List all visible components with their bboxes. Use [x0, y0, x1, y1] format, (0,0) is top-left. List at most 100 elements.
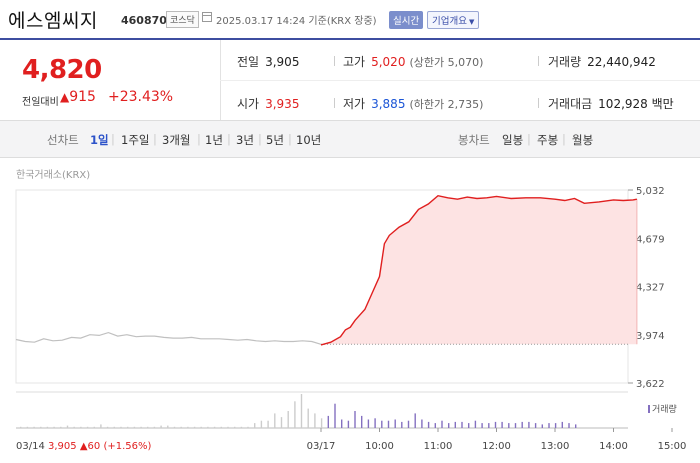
tab-1w[interactable]: 1주일: [121, 133, 150, 147]
y-tick-label: 5,032: [636, 186, 665, 197]
volume-bar: [147, 426, 149, 428]
volume-bar: [66, 425, 69, 428]
company-info-label: 기업개요: [432, 16, 467, 27]
divider: [538, 98, 539, 108]
volume-bar: [287, 411, 289, 428]
volume-bar: [427, 421, 430, 428]
volume-bar: [193, 426, 196, 428]
volume-bar: [414, 413, 416, 428]
divider: |: [111, 132, 115, 146]
volume-bar: [113, 426, 115, 428]
lower-limit: (하한가 2,735): [409, 98, 484, 111]
volume-bar: [93, 426, 95, 428]
volume-bar: [561, 421, 563, 428]
volume-bar: [100, 424, 102, 428]
realtime-button[interactable]: 실시간: [389, 11, 424, 29]
volume-bar: [334, 403, 336, 428]
volume-bar: [227, 426, 229, 428]
price-series-line: [320, 194, 638, 346]
volume-bar: [167, 425, 169, 428]
tab-1y[interactable]: 1년: [205, 133, 223, 147]
tab-monthly[interactable]: 월봉: [572, 133, 594, 147]
row-divider: [220, 80, 700, 81]
volume-bar: [160, 425, 162, 428]
change-value: 915: [69, 89, 96, 105]
prev-day-pct: (+1.56%): [103, 441, 152, 452]
tab-1d[interactable]: 1일: [90, 133, 109, 147]
stat-value: 22,440,942: [587, 55, 656, 69]
price-change: ▲915: [60, 89, 96, 105]
volume-bar: [514, 423, 517, 428]
volume-bar: [361, 415, 363, 428]
tab-weekly[interactable]: 주봉: [537, 133, 559, 147]
volume-bar: [187, 426, 189, 428]
tab-10y[interactable]: 10년: [296, 133, 322, 147]
volume-bar: [133, 426, 136, 428]
change-percent: +23.43%: [108, 89, 174, 105]
x-tick-label: 15:00: [658, 441, 687, 452]
stat-amount: 거래대금 102,928 백만: [548, 95, 674, 112]
volume-bar: [73, 426, 75, 428]
current-price: 4,820: [22, 55, 102, 85]
volume-bar: [407, 420, 410, 428]
volume-bar: [254, 423, 256, 428]
tab-5y[interactable]: 5년: [266, 133, 284, 147]
quote-summary: 4,820 전일대비 ▲915 +23.43% 전일 3,905 고가 5,020(…: [0, 40, 700, 121]
volume-bar: [320, 418, 323, 428]
stat-prev-close: 전일 3,905: [237, 53, 299, 70]
timestamp: 2025.03.17 14:24 기준(KRX 장중): [216, 16, 377, 27]
volume-bar: [468, 423, 470, 428]
stock-name: 에스엠씨지: [8, 10, 98, 32]
divider: [334, 56, 335, 66]
volume-bar: [568, 423, 570, 428]
vs-prev-label: 전일대비: [22, 97, 59, 108]
volume-bar: [541, 424, 543, 428]
x-tick-label: 11:00: [424, 441, 453, 452]
volume-bar: [521, 421, 523, 428]
divider: |: [258, 132, 262, 146]
volume-bar: [213, 426, 216, 428]
volume-bar: [327, 415, 329, 428]
series-area-fill: [321, 195, 637, 345]
volume-bar: [421, 419, 423, 428]
volume-bar: [554, 423, 557, 428]
volume-bar: [40, 426, 42, 428]
divider: |: [527, 132, 531, 146]
period-selector: 선차트 1일 | 1주일 | 3개월 | 1년 | 3년 | 5년 | 10년 …: [0, 121, 700, 158]
volume-bar: [347, 420, 350, 428]
stat-label: 저가: [343, 97, 366, 111]
divider: [538, 56, 539, 66]
divider: |: [562, 132, 566, 146]
stat-value: 5,020: [371, 55, 406, 69]
volume-bar: [127, 426, 129, 428]
volume-bar: [474, 420, 477, 428]
tab-3m[interactable]: 3개월: [162, 133, 191, 147]
volume-bar: [120, 426, 122, 428]
volume-legend: 거래량: [648, 402, 677, 415]
volume-bar: [575, 424, 577, 428]
y-tick-label: 4,327: [636, 283, 665, 294]
volume-bar: [394, 419, 396, 428]
upper-limit: (상한가 5,070): [409, 56, 484, 69]
volume-bar: [280, 417, 283, 428]
header-divider: [0, 38, 700, 40]
up-arrow-icon: ▲: [79, 441, 88, 452]
volume-bar: [153, 426, 156, 428]
divider: |: [153, 132, 157, 146]
divider: [334, 98, 335, 108]
calendar-icon: [202, 12, 212, 22]
volume-bar: [173, 426, 176, 428]
stock-code: 460870: [121, 14, 167, 27]
tab-3y[interactable]: 3년: [236, 133, 254, 147]
tab-daily[interactable]: 일봉: [502, 133, 524, 147]
volume-bar: [60, 426, 62, 428]
company-info-button[interactable]: 기업개요 ▼: [427, 11, 480, 29]
x-tick-label: 13:00: [541, 441, 570, 452]
divider: |: [197, 132, 201, 146]
volume-bar: [494, 421, 497, 428]
volume-bar: [528, 421, 530, 428]
stat-value: 3,935: [265, 97, 300, 111]
divider: |: [227, 132, 231, 146]
prev-day-date: 03/14: [16, 441, 45, 452]
